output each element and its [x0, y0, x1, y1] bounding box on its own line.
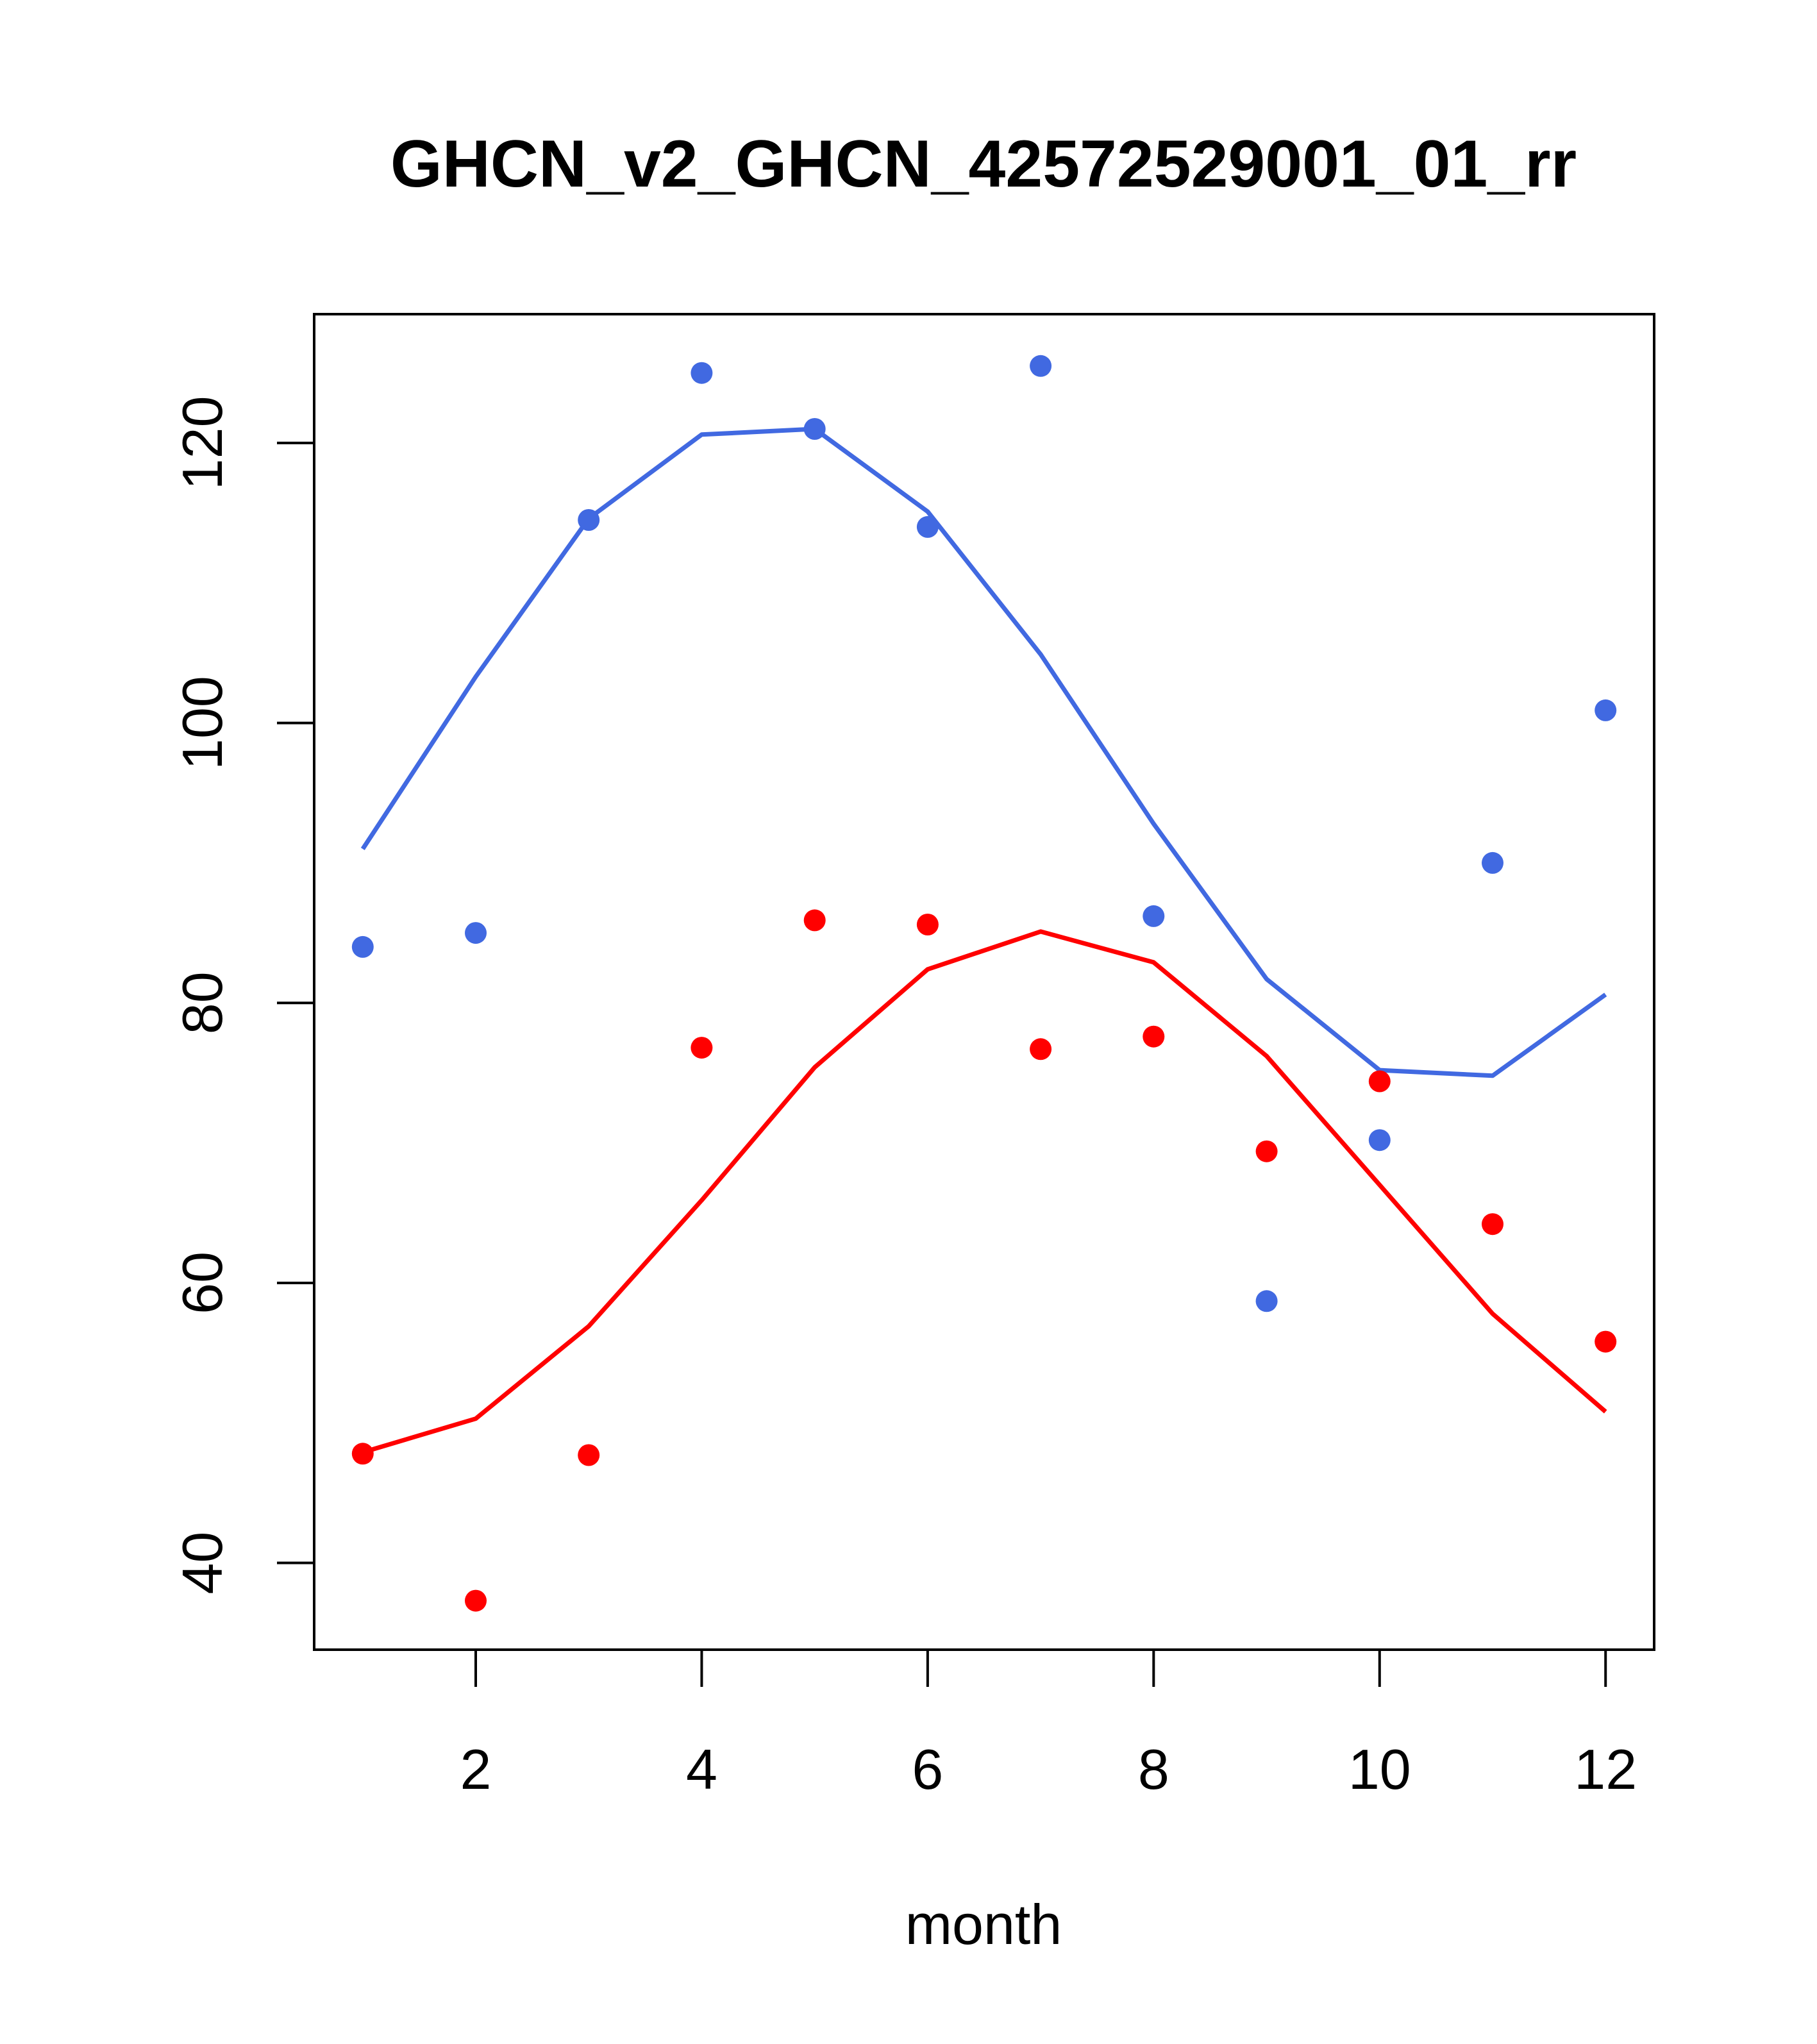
- series-1-point: [1030, 355, 1052, 377]
- y-tick-label: 120: [171, 396, 234, 490]
- series-1-point: [1368, 1129, 1391, 1152]
- x-tick-label: 10: [1348, 1738, 1411, 1801]
- series-2-point: [465, 1589, 487, 1612]
- series-2-point: [351, 1443, 374, 1465]
- series-2-point: [691, 1037, 713, 1059]
- x-tick-label: 12: [1574, 1738, 1637, 1801]
- x-axis: 2 4 6 8 10 12: [460, 1648, 1637, 1801]
- series-2-point: [1482, 1213, 1503, 1236]
- y-tick-label: 80: [171, 971, 234, 1034]
- series-1-point: [351, 935, 374, 958]
- series-1-point: [1595, 699, 1617, 721]
- y-tick-label: 100: [171, 676, 234, 770]
- series-1-point: [1482, 851, 1503, 874]
- chart-title: GHCN_v2_GHCN_42572529001_01_rr: [390, 127, 1577, 201]
- x-tick-label: 6: [912, 1738, 943, 1801]
- series-layer: [351, 355, 1617, 1612]
- series-2-line: [362, 929, 1607, 1455]
- series-2-point: [1368, 1070, 1391, 1093]
- x-tick-label: 8: [1138, 1738, 1169, 1801]
- series-1: [351, 355, 1617, 1312]
- series-1-point: [803, 418, 826, 440]
- y-axis: 40 60 80 100 120: [171, 396, 315, 1595]
- series-1-point: [578, 509, 600, 531]
- x-axis-label: month: [905, 1893, 1062, 1956]
- series-2-point: [1595, 1330, 1617, 1353]
- series-2-point: [803, 909, 826, 932]
- plot-frame: [313, 313, 1655, 1651]
- series-1-line: [360, 426, 1607, 1078]
- x-tick-label: 2: [460, 1738, 492, 1801]
- series-2: [351, 909, 1617, 1612]
- series-2-point: [1255, 1140, 1278, 1162]
- series-2-point: [578, 1444, 600, 1466]
- series-2-point: [1143, 1025, 1165, 1048]
- series-1-point: [691, 362, 713, 384]
- y-tick-label: 40: [171, 1532, 234, 1595]
- series-1-point: [1255, 1290, 1278, 1312]
- series-2-point: [1030, 1038, 1052, 1060]
- series-1-point: [916, 515, 939, 538]
- series-1-point: [465, 922, 487, 944]
- y-tick-label: 60: [171, 1252, 234, 1314]
- x-tick-label: 4: [686, 1738, 717, 1801]
- series-2-point: [916, 914, 939, 935]
- series-1-point: [1143, 905, 1165, 927]
